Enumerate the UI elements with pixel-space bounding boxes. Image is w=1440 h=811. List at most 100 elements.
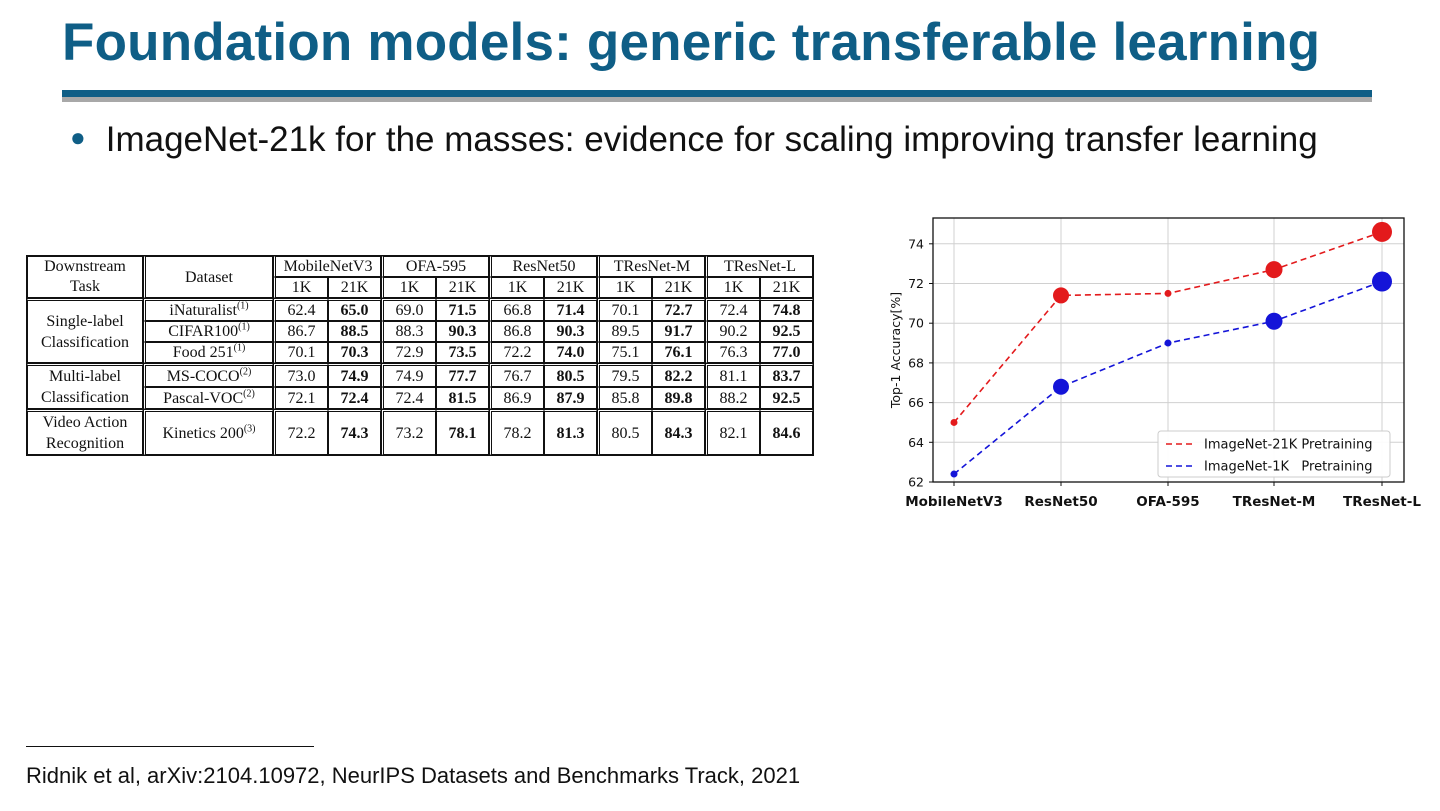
value-21k-cell: 71.4 (544, 298, 597, 321)
dataset-ref: (1) (238, 321, 250, 333)
value-1k-cell: 88.3 (381, 321, 436, 342)
dataset-cell: CIFAR100(1) (143, 321, 273, 342)
dataset-name: MS-COCO (166, 367, 240, 385)
subheader-1k: 1K (489, 277, 544, 298)
dataset-name: Food 251 (172, 344, 234, 361)
value-1k-cell: 74.9 (381, 363, 436, 388)
title-underline-blue (62, 90, 1372, 97)
value-1k-cell: 72.2 (489, 342, 544, 363)
dataset-ref: (2) (243, 388, 255, 400)
header-model: OFA-595 (381, 256, 489, 277)
subheader-1k: 1K (705, 277, 760, 298)
dataset-name: iNaturalist (169, 302, 237, 319)
value-21k-cell: 78.1 (436, 409, 489, 455)
data-point (1265, 261, 1283, 279)
value-21k-cell: 91.7 (652, 321, 705, 342)
subheader-21k: 21K (760, 277, 813, 298)
dataset-cell: Pascal-VOC(2) (143, 387, 273, 409)
subheader-1k: 1K (381, 277, 436, 298)
task-cell: Video Action Recognition (27, 409, 143, 455)
dataset-name: Kinetics 200 (162, 424, 244, 442)
table-row: Video Action Recognition Kinetics 200(3) 7… (27, 409, 813, 455)
subheader-21k: 21K (328, 277, 381, 298)
data-point (1164, 339, 1172, 347)
dataset-name: CIFAR100 (168, 323, 239, 340)
bullet-text: ImageNet-21k for the masses: evidence fo… (105, 120, 1318, 159)
results-table-container: Downstream Task Dataset MobileNetV3 OFA-595… (26, 255, 814, 456)
dataset-ref: (1) (236, 300, 249, 312)
value-1k-cell: 76.3 (705, 342, 760, 363)
results-table: Downstream Task Dataset MobileNetV3 OFA-595… (26, 255, 814, 456)
title-underline-gray (62, 97, 1372, 102)
header-model: TResNet-L (705, 256, 813, 277)
header-model: ResNet50 (489, 256, 597, 277)
legend-box (1157, 430, 1391, 478)
y-tick-label: 72 (908, 276, 924, 291)
dataset-name: Pascal-VOC (163, 389, 244, 407)
value-21k-cell: 84.3 (652, 409, 705, 455)
value-1k-cell: 88.2 (705, 387, 760, 409)
value-21k-cell: 77.0 (760, 342, 813, 363)
x-tick-label: OFA-595 (1136, 494, 1199, 510)
value-1k-cell: 72.4 (705, 298, 760, 321)
value-21k-cell: 89.8 (652, 387, 705, 409)
x-tick-label: TResNet-L (1343, 494, 1421, 510)
value-1k-cell: 72.9 (381, 342, 436, 363)
value-21k-cell: 70.3 (328, 342, 381, 363)
table-row: Pascal-VOC(2) 72.1 72.4 72.4 81.5 86.9 87.9 85.… (27, 387, 813, 409)
value-1k-cell: 72.2 (273, 409, 328, 455)
value-1k-cell: 76.7 (489, 363, 544, 388)
value-21k-cell: 80.5 (544, 363, 597, 388)
value-21k-cell: 74.3 (328, 409, 381, 455)
value-21k-cell: 74.9 (328, 363, 381, 388)
header-dataset: Dataset (143, 256, 273, 298)
subheader-21k: 21K (436, 277, 489, 298)
data-point (950, 470, 958, 478)
legend-label: ImageNet-1K Pretraining (1204, 460, 1372, 475)
bullet-dot-icon: ● (70, 122, 86, 152)
subheader-1k: 1K (273, 277, 328, 298)
value-1k-cell: 81.1 (705, 363, 760, 388)
subheader-1k: 1K (597, 277, 652, 298)
slide-title: Foundation models: generic transferable … (62, 13, 1321, 72)
value-1k-cell: 86.8 (489, 321, 544, 342)
footnote-rule (26, 746, 314, 747)
data-point (1164, 289, 1172, 297)
value-21k-cell: 74.8 (760, 298, 813, 321)
value-1k-cell: 86.9 (489, 387, 544, 409)
y-axis-label: Top-1 Accuracy[%] (888, 292, 903, 409)
x-tick-label: TResNet-M (1233, 494, 1316, 510)
value-1k-cell: 70.1 (273, 342, 328, 363)
header-model: TResNet-M (597, 256, 705, 277)
value-21k-cell: 65.0 (328, 298, 381, 321)
value-21k-cell: 87.9 (544, 387, 597, 409)
x-tick-label: ResNet50 (1024, 494, 1097, 510)
data-point (1372, 221, 1392, 242)
bullet-point: ● ImageNet-21k for the masses: evidence f… (70, 120, 1318, 160)
value-1k-cell: 72.4 (381, 387, 436, 409)
value-21k-cell: 81.3 (544, 409, 597, 455)
data-point (1265, 312, 1283, 330)
value-1k-cell: 85.8 (597, 387, 652, 409)
footnote-citation: Ridnik et al, arXiv:2104.10972, NeurIPS … (26, 763, 801, 788)
value-1k-cell: 78.2 (489, 409, 544, 455)
value-1k-cell: 86.7 (273, 321, 328, 342)
dataset-ref: (1) (233, 342, 246, 354)
value-21k-cell: 84.6 (760, 409, 813, 455)
legend-label: ImageNet-21K Pretraining (1204, 438, 1372, 453)
accuracy-line-chart: 62 64 66 68 70 72 74 MobileNetV3 ResNet50 OFA-595… (888, 217, 1421, 510)
value-1k-cell: 89.5 (597, 321, 652, 342)
value-21k-cell: 92.5 (760, 387, 813, 409)
value-1k-cell: 73.0 (273, 363, 328, 388)
table-row: Single-label Classification iNaturalist(1… (27, 298, 813, 363)
table-subheader-row: 1K 21K 1K 21K 1K 21K 1K 21K 1K 21K (27, 277, 813, 298)
y-tick-label: 68 (908, 355, 924, 370)
dataset-ref: (2) (239, 366, 252, 378)
data-point (1053, 378, 1069, 395)
dataset-ref: (3) (243, 423, 256, 435)
table-row: CIFAR100(1) 86.7 88.5 88.3 90.3 86.8 90.3 89.5 9… (27, 321, 813, 342)
value-21k-cell: 77.7 (436, 363, 489, 388)
y-tick-label: 74 (908, 236, 924, 251)
value-1k-cell: 75.1 (597, 342, 652, 363)
data-point (950, 418, 958, 426)
